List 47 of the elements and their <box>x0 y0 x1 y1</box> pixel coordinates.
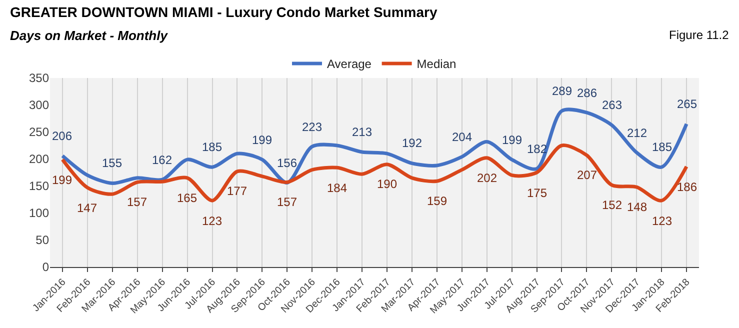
data-label: 165 <box>177 191 198 205</box>
chart-subtitle: Days on Market - Monthly <box>10 28 168 43</box>
data-label: 147 <box>77 201 98 215</box>
data-label: 199 <box>502 133 522 147</box>
chart-title: GREATER DOWNTOWN MIAMI - Luxury Condo Market Summary <box>10 4 438 20</box>
data-label: 184 <box>327 181 348 195</box>
data-label: 263 <box>602 98 622 112</box>
data-label: 123 <box>652 214 672 228</box>
y-tick-label: 50 <box>36 233 50 248</box>
data-label: 185 <box>652 140 672 154</box>
data-label: 177 <box>227 184 248 198</box>
data-label: 192 <box>402 136 422 150</box>
data-label: 123 <box>202 214 222 228</box>
data-label: 157 <box>277 195 298 209</box>
y-tick-label: 100 <box>28 206 50 220</box>
data-label: 213 <box>352 125 372 139</box>
data-label: 157 <box>127 195 148 209</box>
caption: Figure 11.2 <box>669 28 730 42</box>
data-label: 289 <box>552 84 572 98</box>
data-label: 207 <box>577 168 598 182</box>
data-label: 190 <box>377 177 398 191</box>
data-label: 152 <box>602 198 622 212</box>
y-tick-label: 0 <box>42 260 50 274</box>
data-label: 175 <box>527 186 548 200</box>
y-tick-label: 350 <box>28 71 50 86</box>
data-label: 185 <box>202 140 222 154</box>
data-label: 202 <box>477 171 498 185</box>
data-label: 148 <box>627 200 648 214</box>
data-label: 204 <box>452 130 472 144</box>
y-tick-label: 200 <box>28 152 50 166</box>
legend-label: Average <box>327 57 372 72</box>
data-label: 286 <box>577 86 598 100</box>
legend-label: Median <box>416 57 456 72</box>
data-label: 159 <box>427 194 448 208</box>
y-tick-label: 300 <box>28 98 50 112</box>
data-label: 199 <box>52 173 72 187</box>
data-label: 186 <box>677 180 698 194</box>
data-label: 162 <box>152 153 172 167</box>
data-label: 223 <box>302 120 322 134</box>
data-label: 212 <box>627 126 648 140</box>
data-label: 156 <box>277 156 298 170</box>
data-label: 265 <box>677 97 698 111</box>
data-label: 199 <box>252 133 272 147</box>
y-tick-label: 150 <box>28 179 50 194</box>
y-tick-label: 250 <box>28 125 50 140</box>
data-label: 155 <box>102 156 122 170</box>
data-label: 206 <box>52 129 72 143</box>
